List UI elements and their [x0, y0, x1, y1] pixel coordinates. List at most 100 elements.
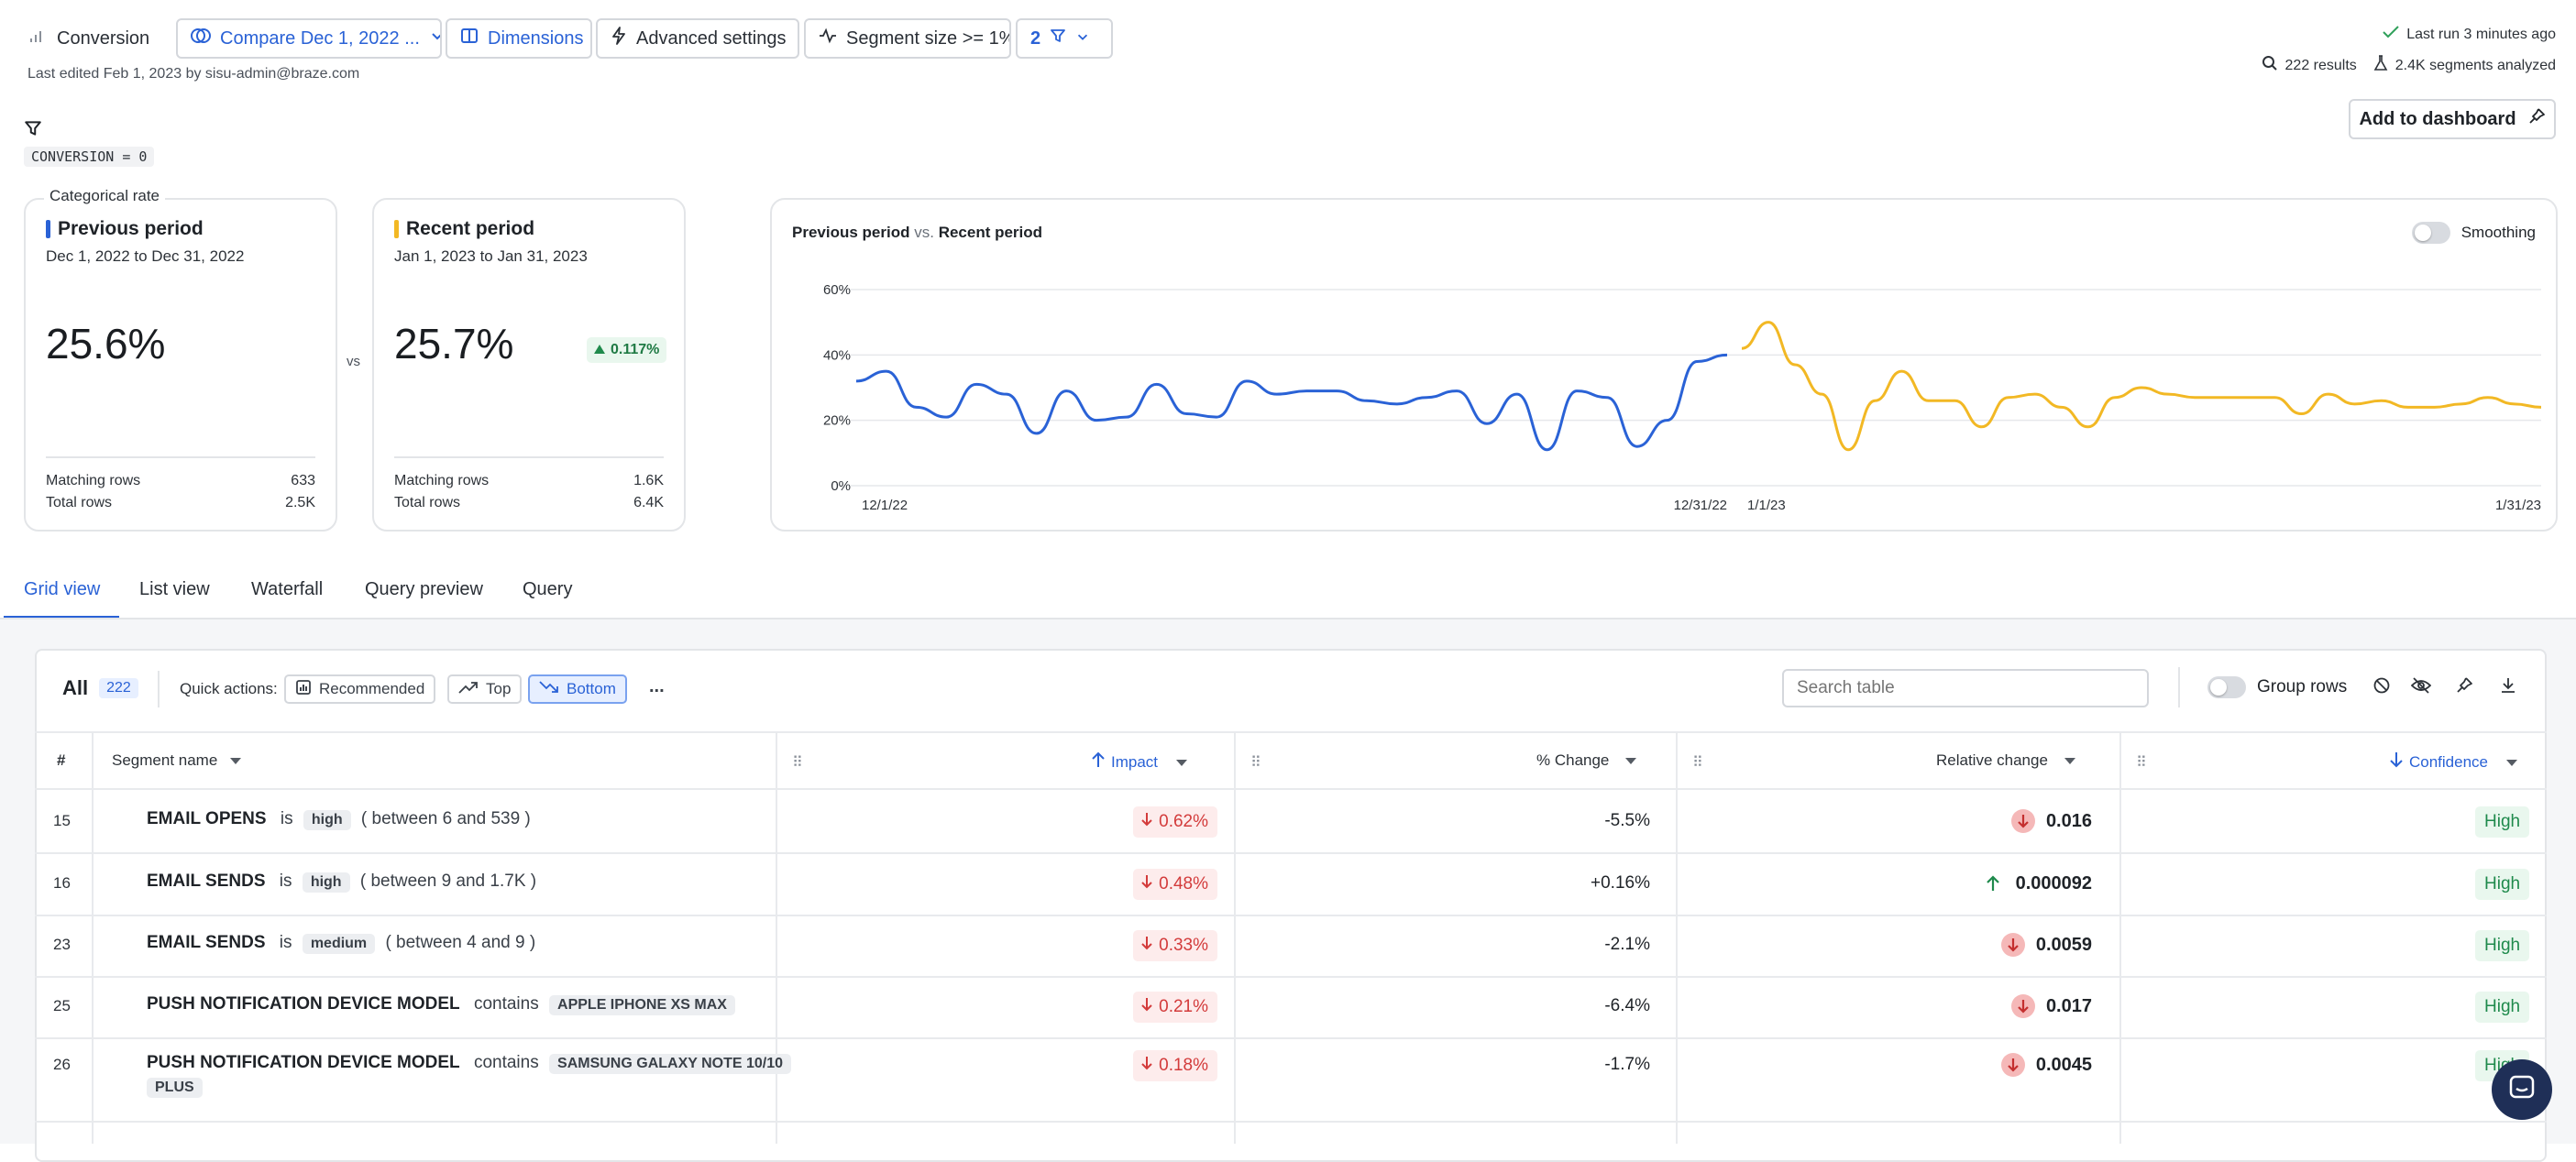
- operator: is: [279, 933, 292, 952]
- arrow-down-icon: [1140, 812, 1153, 832]
- columns-icon: [460, 27, 479, 50]
- segment-name[interactable]: EMAIL OPENS is high ( between 6 and 539 …: [147, 809, 531, 830]
- impact-value: 0.21%: [1159, 997, 1208, 1016]
- eye-off-icon[interactable]: [2410, 676, 2432, 699]
- matching-rows-value: 633: [291, 473, 315, 488]
- segment-name[interactable]: PUSH NOTIFICATION DEVICE MODEL contains …: [147, 1053, 797, 1074]
- col-header-confidence[interactable]: Confidence: [2389, 751, 2518, 773]
- smoothing-toggle[interactable]: Smoothing: [2411, 222, 2536, 244]
- segment-name[interactable]: EMAIL SENDS is medium ( between 4 and 9 …: [147, 933, 535, 954]
- all-label: All: [62, 676, 89, 699]
- pct-change-value: -5.5%: [1604, 811, 1650, 830]
- filters-button[interactable]: 2: [1016, 18, 1113, 59]
- operator: contains: [473, 1053, 539, 1072]
- toggle-switch[interactable]: [2411, 222, 2450, 244]
- x-tick-label: 12/1/22: [862, 498, 908, 513]
- col-header-pct-change[interactable]: % Change: [1536, 751, 1637, 770]
- top-label: Top: [486, 680, 512, 697]
- col-header-relative-change[interactable]: Relative change: [1936, 751, 2075, 770]
- relative-change-value: 0.016: [2045, 810, 2092, 831]
- chat-launcher-button[interactable]: [2492, 1059, 2552, 1120]
- tab-query-preview[interactable]: Query preview: [365, 579, 483, 599]
- dimensions-button[interactable]: Dimensions: [446, 18, 592, 59]
- compare-button[interactable]: Compare Dec 1, 2022 ...: [176, 18, 442, 59]
- previous-color-swatch: [46, 220, 50, 238]
- tab-waterfall[interactable]: Waterfall: [251, 579, 324, 599]
- smoothing-label: Smoothing: [2460, 224, 2536, 241]
- segment-name[interactable]: EMAIL SENDS is high ( between 9 and 1.7K…: [147, 872, 536, 893]
- caret-down-icon: [1625, 751, 1637, 770]
- recent-title: Recent period: [406, 218, 535, 239]
- relative-change-header-label: Relative change: [1936, 751, 2048, 769]
- dimension-name: PUSH NOTIFICATION DEVICE MODEL: [147, 1053, 460, 1072]
- drag-handle-icon[interactable]: ⠿: [2136, 755, 2147, 771]
- tab-list-view[interactable]: List view: [139, 579, 210, 599]
- delta-badge: 0.117%: [587, 337, 667, 363]
- row-divider: [35, 852, 2547, 854]
- last-run-text: Last run 3 minutes ago: [2406, 26, 2556, 42]
- filter-toggle-icon[interactable]: [24, 119, 42, 142]
- previous-title: Previous period: [58, 218, 204, 239]
- impact-badge: 0.33%: [1133, 930, 1217, 961]
- matching-rows-label: Matching rows: [394, 473, 490, 488]
- chart-title-vs: vs.: [914, 224, 934, 241]
- pin-icon: [2527, 107, 2546, 131]
- drag-handle-icon[interactable]: ⠿: [1692, 755, 1703, 771]
- more-actions-button[interactable]: ...: [649, 676, 665, 696]
- bottom-label: Bottom: [567, 680, 616, 697]
- row-divider: [35, 915, 2547, 916]
- group-rows-toggle[interactable]: Group rows: [2207, 676, 2347, 698]
- confidence-badge: High: [2475, 806, 2530, 838]
- impact-header-label: Impact: [1111, 752, 1159, 771]
- header-top-line: [35, 731, 2547, 733]
- arrow-down-circle-icon: [2000, 933, 2025, 957]
- caret-down-icon: [230, 751, 242, 770]
- segment-header-label: Segment name: [112, 751, 218, 769]
- col-header-num: #: [57, 751, 66, 769]
- arrow-down-icon: [1140, 874, 1153, 894]
- block-icon[interactable]: [2372, 676, 2391, 699]
- search-table-input[interactable]: [1782, 669, 2149, 707]
- row-number: 16: [53, 874, 71, 892]
- relative-change-value: 0.017: [2045, 995, 2092, 1016]
- y-tick-label: 20%: [823, 413, 851, 429]
- y-tick-label: 40%: [823, 347, 851, 363]
- results-count: 222 results: [2284, 57, 2357, 73]
- pin-icon[interactable]: [2455, 676, 2473, 699]
- recommended-button[interactable]: Recommended: [284, 674, 436, 704]
- col-header-impact[interactable]: Impact: [1091, 751, 1188, 773]
- y-tick-label: 0%: [831, 478, 851, 494]
- bolt-icon: [611, 27, 627, 50]
- filter-expression[interactable]: CONVERSION = 0: [24, 147, 155, 167]
- col-header-segment[interactable]: Segment name: [112, 751, 242, 770]
- all-filter[interactable]: All 222: [62, 676, 138, 700]
- impact-value: 0.48%: [1159, 874, 1208, 893]
- chevron-down-icon: [429, 27, 440, 49]
- filter-icon: [1050, 27, 1066, 49]
- download-icon[interactable]: [2499, 676, 2517, 699]
- segment-size-button[interactable]: Segment size >= 1%: [804, 18, 1011, 59]
- all-count: 222: [99, 678, 138, 698]
- metric-selector[interactable]: Conversion: [28, 18, 149, 59]
- previous-period-card: Categorical rate Previous period Dec 1, …: [24, 187, 337, 532]
- series-line: [1741, 321, 2542, 452]
- bottom-button[interactable]: Bottom: [528, 674, 627, 704]
- chevron-down-icon: [1075, 28, 1090, 49]
- relative-change-value: 0.0059: [2035, 934, 2092, 955]
- add-to-dashboard-button[interactable]: Add to dashboard: [2349, 99, 2556, 139]
- segment-name[interactable]: PUSH NOTIFICATION DEVICE MODEL contains …: [147, 994, 741, 1015]
- group-rows-label: Group rows: [2257, 677, 2348, 696]
- impact-badge: 0.62%: [1133, 806, 1217, 838]
- drag-handle-icon[interactable]: ⠿: [792, 755, 803, 771]
- x-tick-label: 1/1/23: [1747, 498, 1786, 513]
- row-number: 15: [53, 812, 71, 829]
- tab-grid-view[interactable]: Grid view: [24, 579, 101, 599]
- confidence-badge: High: [2475, 930, 2530, 961]
- top-button[interactable]: Top: [447, 674, 523, 704]
- advanced-settings-button[interactable]: Advanced settings: [596, 18, 799, 59]
- column-divider: [1234, 733, 1236, 1144]
- toggle-switch[interactable]: [2207, 676, 2246, 698]
- tab-query[interactable]: Query: [523, 579, 573, 599]
- metric-label: Conversion: [57, 27, 150, 49]
- drag-handle-icon[interactable]: ⠿: [1250, 755, 1261, 771]
